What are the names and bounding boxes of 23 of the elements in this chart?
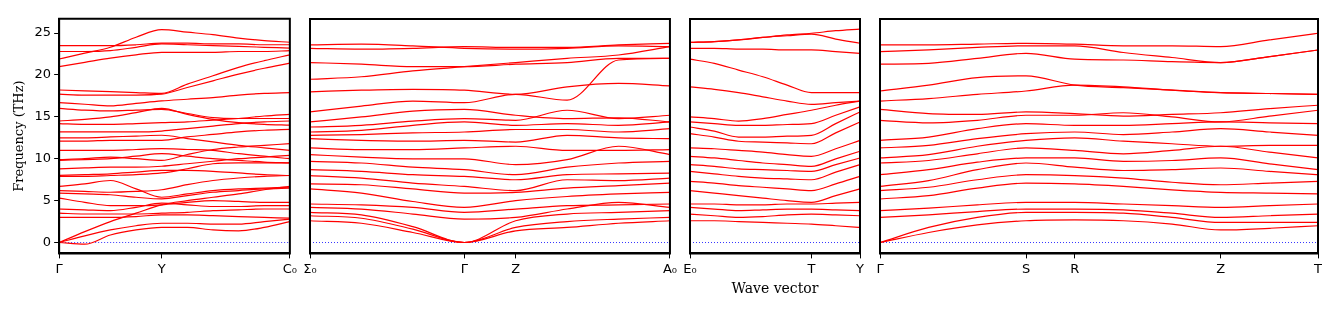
x-tick-label: Z bbox=[511, 260, 521, 276]
x-tick-label: Y bbox=[855, 260, 865, 276]
y-tick-label: 10 bbox=[34, 150, 52, 166]
x-tick-label: C₀ bbox=[282, 260, 297, 276]
x-axis-title: Wave vector bbox=[730, 280, 820, 296]
x-tick-label: E₀ bbox=[683, 260, 697, 276]
x-tick-label: T bbox=[806, 260, 816, 276]
y-axis-title: Frequency (THz) bbox=[11, 80, 27, 192]
x-tick-label: Γ bbox=[460, 260, 469, 276]
x-tick-label: T bbox=[1313, 260, 1323, 276]
x-tick-label: Γ bbox=[876, 260, 885, 276]
x-tick-label: Y bbox=[156, 260, 166, 276]
y-tick-label: 0 bbox=[42, 233, 52, 249]
y-tick-label: 15 bbox=[34, 108, 52, 124]
x-tick-label: S bbox=[1021, 260, 1031, 276]
y-tick-label: 25 bbox=[34, 24, 52, 40]
x-tick-label: Γ bbox=[55, 260, 64, 276]
x-tick-label: A₀ bbox=[662, 260, 677, 276]
x-tick-label: Z bbox=[1216, 260, 1226, 276]
y-tick-label: 5 bbox=[42, 191, 52, 207]
y-tick-label: 20 bbox=[34, 66, 52, 82]
x-tick-label: R bbox=[1070, 260, 1080, 276]
x-tick-label: Σ₀ bbox=[303, 260, 317, 276]
